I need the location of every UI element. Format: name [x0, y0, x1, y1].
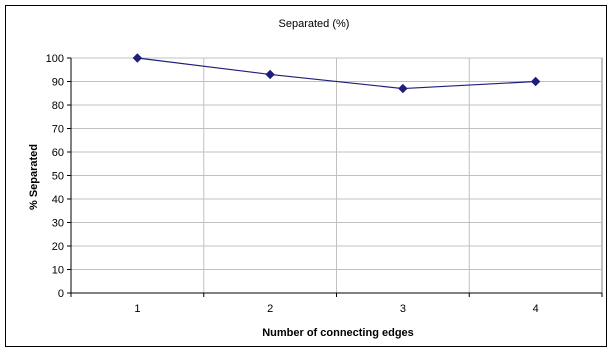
axes	[67, 57, 603, 297]
x-tick-label: 4	[533, 303, 539, 315]
x-axis-title: Number of connecting edges	[262, 327, 414, 339]
x-tick-label: 1	[134, 303, 140, 315]
y-tick-label: 80	[52, 100, 64, 112]
y-tick-label: 30	[52, 218, 64, 230]
y-tick-label: 20	[52, 241, 64, 253]
x-tick-label: 3	[400, 303, 406, 315]
y-tick-label: 0	[58, 288, 64, 300]
y-tick-label: 70	[52, 124, 64, 136]
y-axis-title: % Separated	[28, 144, 40, 210]
y-tick-label: 90	[52, 77, 64, 89]
data-point-marker	[398, 83, 408, 94]
y-tick-label: 100	[46, 53, 64, 65]
series-line	[137, 57, 536, 90]
x-tick-labels: 1 2 3 4	[134, 303, 538, 315]
data-point-marker	[530, 76, 541, 87]
y-tick-label: 50	[52, 171, 64, 183]
chart-title: Separated (%)	[279, 18, 350, 30]
grid-lines	[71, 57, 602, 294]
data-point-marker	[265, 69, 275, 80]
data-point-marker	[132, 53, 143, 63]
series	[132, 53, 541, 94]
y-tick-label: 10	[52, 265, 64, 277]
x-tick-label: 2	[267, 303, 273, 315]
y-tick-labels: 0 10 20 30 40 50 60 70 80 90 100	[46, 53, 64, 300]
y-tick-label: 60	[52, 147, 64, 159]
y-tick-label: 40	[52, 194, 64, 206]
